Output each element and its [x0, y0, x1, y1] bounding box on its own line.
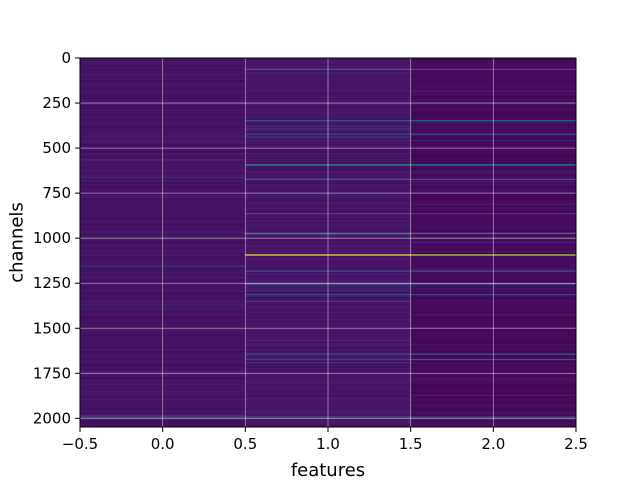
y-tick-label: 0	[61, 49, 71, 67]
x-tick-label: 1.5	[399, 435, 423, 453]
x-tick-label: 2.5	[564, 435, 588, 453]
x-tick-label: −0.5	[62, 435, 98, 453]
x-tick-label: 0.0	[151, 435, 175, 453]
y-tick-label: 500	[42, 139, 71, 157]
x-axis-label: features	[291, 460, 365, 480]
x-tick-label: 2.0	[481, 435, 505, 453]
y-tick-label: 1750	[33, 364, 71, 382]
y-tick-label: 2000	[33, 409, 71, 427]
y-tick-label: 750	[42, 184, 71, 202]
x-tick-label: 0.5	[233, 435, 257, 453]
x-tick-label: 1.0	[316, 435, 340, 453]
axis-ticks: −0.5 0.0 0.5 1.0 1.5 2.0 2.5 0 250 500 750 1000 1250…	[33, 49, 588, 453]
y-tick-label: 1000	[33, 229, 71, 247]
y-tick-label: 1250	[33, 274, 71, 292]
y-tick-label: 250	[42, 94, 71, 112]
y-tick-label: 1500	[33, 319, 71, 337]
y-axis-label: channels	[6, 202, 27, 283]
